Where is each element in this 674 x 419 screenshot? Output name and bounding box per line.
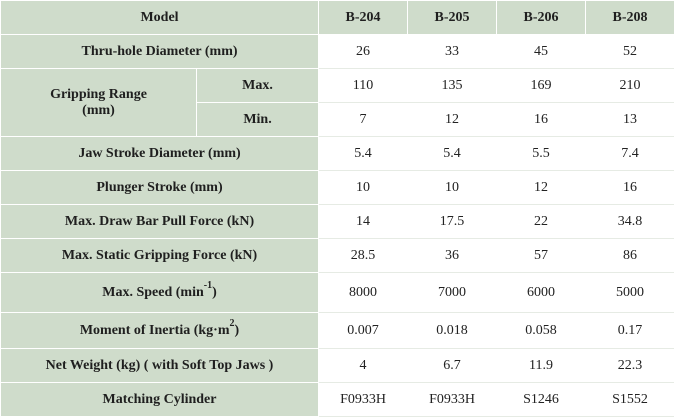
draw-bar-value: 14 — [318, 204, 409, 239]
model-b206-header: B-206 — [496, 0, 587, 35]
draw-bar-value: 34.8 — [585, 204, 674, 239]
gripping-max-value: 110 — [318, 68, 409, 103]
gripping-min-label: Min. — [195, 102, 320, 137]
draw-bar-value: 17.5 — [407, 204, 498, 239]
gripping-min-value: 12 — [407, 102, 498, 137]
table-row: Moment of Inertia (kg·m2) 0.007 0.018 0.… — [0, 312, 674, 349]
table-row: Plunger Stroke (mm) 10 10 12 16 — [0, 170, 674, 205]
net-weight-value: 11.9 — [496, 348, 587, 383]
cylinder-value: S1552 — [585, 382, 674, 417]
net-weight-label: Net Weight (kg) ( with Soft Top Jaws ) — [0, 348, 320, 383]
gripping-max-value: 135 — [407, 68, 498, 103]
inertia-value: 0.007 — [318, 312, 409, 349]
thru-hole-value: 33 — [407, 34, 498, 69]
net-weight-value: 4 — [318, 348, 409, 383]
static-grip-value: 36 — [407, 238, 498, 273]
table-row: Matching Cylinder F0933H F0933H S1246 S1… — [0, 382, 674, 417]
cylinder-value: F0933H — [407, 382, 498, 417]
max-speed-label: Max. Speed (min-1) — [0, 272, 320, 313]
cylinder-value: F0933H — [318, 382, 409, 417]
table-row: Net Weight (kg) ( with Soft Top Jaws ) 4… — [0, 348, 674, 383]
jaw-stroke-value: 7.4 — [585, 136, 674, 171]
jaw-stroke-value: 5.4 — [407, 136, 498, 171]
gripping-range-line1: Gripping Range — [50, 86, 147, 102]
jaw-stroke-value: 5.4 — [318, 136, 409, 171]
inertia-label-prefix: Moment of Inertia (kg·m — [79, 322, 230, 338]
gripping-min-value: 13 — [585, 102, 674, 137]
gripping-min-value: 7 — [318, 102, 409, 137]
gripping-max-label: Max. — [195, 68, 320, 103]
model-b204-header: B-204 — [318, 0, 409, 35]
header-row: Model B-204 B-205 B-206 B-208 — [0, 0, 674, 35]
plunger-stroke-value: 10 — [407, 170, 498, 205]
table-row: Thru-hole Diameter (mm) 26 33 45 52 — [0, 34, 674, 69]
thru-hole-value: 52 — [585, 34, 674, 69]
model-header: Model — [0, 0, 320, 35]
inertia-label-suffix: ) — [234, 322, 240, 338]
table-row: Gripping Range (mm) Max. 110 135 169 210 — [0, 68, 674, 137]
net-weight-value: 22.3 — [585, 348, 674, 383]
static-grip-value: 28.5 — [318, 238, 409, 273]
plunger-stroke-value: 16 — [585, 170, 674, 205]
max-speed-value: 7000 — [407, 272, 498, 313]
gripping-range-line2: (mm) — [82, 102, 115, 118]
thru-hole-label: Thru-hole Diameter (mm) — [0, 34, 320, 69]
max-speed-label-sup: -1 — [203, 279, 213, 291]
gripping-max-value: 210 — [585, 68, 674, 103]
table-row: Min. 7 12 16 13 — [1, 102, 674, 137]
inertia-label: Moment of Inertia (kg·m2) — [0, 312, 320, 349]
draw-bar-value: 22 — [496, 204, 587, 239]
cylinder-value: S1246 — [496, 382, 587, 417]
jaw-stroke-value: 5.5 — [496, 136, 587, 171]
table-row: Max. Speed (min-1) 8000 7000 6000 5000 — [0, 272, 674, 313]
model-b205-header: B-205 — [407, 0, 498, 35]
thru-hole-value: 45 — [496, 34, 587, 69]
gripping-range-label: Gripping Range (mm) — [0, 68, 197, 137]
table-row: Max. Draw Bar Pull Force (kN) 14 17.5 22… — [0, 204, 674, 239]
plunger-stroke-label: Plunger Stroke (mm) — [0, 170, 320, 205]
inertia-value: 0.17 — [585, 312, 674, 349]
table-row: Jaw Stroke Diameter (mm) 5.4 5.4 5.5 7.4 — [0, 136, 674, 171]
inertia-value: 0.058 — [496, 312, 587, 349]
max-speed-value: 5000 — [585, 272, 674, 313]
gripping-max-value: 169 — [496, 68, 587, 103]
jaw-stroke-label: Jaw Stroke Diameter (mm) — [0, 136, 320, 171]
table-row: Max. Static Gripping Force (kN) 28.5 36 … — [0, 238, 674, 273]
draw-bar-label: Max. Draw Bar Pull Force (kN) — [0, 204, 320, 239]
inertia-label-sup: 2 — [229, 317, 235, 329]
max-speed-label-suffix: ) — [212, 284, 217, 300]
max-speed-value: 6000 — [496, 272, 587, 313]
static-grip-value: 57 — [496, 238, 587, 273]
max-speed-value: 8000 — [318, 272, 409, 313]
plunger-stroke-value: 12 — [496, 170, 587, 205]
gripping-min-value: 16 — [496, 102, 587, 137]
model-b208-header: B-208 — [585, 0, 674, 35]
static-grip-value: 86 — [585, 238, 674, 273]
cylinder-label: Matching Cylinder — [0, 382, 320, 417]
static-grip-label: Max. Static Gripping Force (kN) — [0, 238, 320, 273]
max-speed-label-prefix: Max. Speed (min — [102, 284, 204, 300]
inertia-value: 0.018 — [407, 312, 498, 349]
net-weight-value: 6.7 — [407, 348, 498, 383]
plunger-stroke-value: 10 — [318, 170, 409, 205]
thru-hole-value: 26 — [318, 34, 409, 69]
